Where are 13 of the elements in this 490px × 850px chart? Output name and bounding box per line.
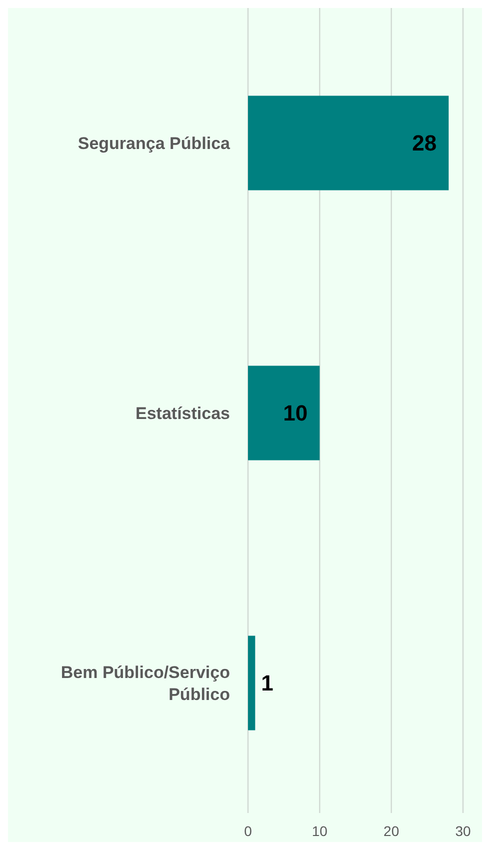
bar bbox=[248, 96, 449, 190]
y-tick-label: Estatísticas bbox=[136, 404, 230, 423]
bar bbox=[248, 366, 320, 460]
x-tick-label: 20 bbox=[384, 823, 400, 839]
x-tick-label: 30 bbox=[455, 823, 471, 839]
y-tick-label: Segurança Pública bbox=[78, 134, 231, 153]
y-tick-label: Bem Público/Serviço Público bbox=[60, 662, 230, 704]
bar bbox=[248, 636, 256, 730]
data-label: 1 bbox=[261, 670, 274, 696]
x-tick-label: 0 bbox=[244, 823, 252, 839]
x-tick-label: 10 bbox=[312, 823, 328, 839]
data-label: 28 bbox=[412, 130, 437, 156]
data-label: 10 bbox=[283, 400, 308, 426]
